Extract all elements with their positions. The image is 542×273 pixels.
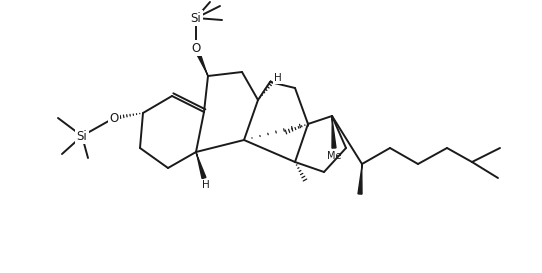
Text: Si: Si bbox=[191, 11, 202, 25]
Text: O: O bbox=[191, 41, 201, 55]
Text: O: O bbox=[109, 111, 119, 124]
Polygon shape bbox=[196, 152, 206, 179]
Text: Si: Si bbox=[76, 129, 87, 143]
Polygon shape bbox=[332, 116, 336, 148]
Polygon shape bbox=[358, 164, 362, 194]
Text: H: H bbox=[274, 73, 282, 83]
Polygon shape bbox=[194, 47, 208, 76]
Text: H: H bbox=[202, 180, 210, 190]
Text: Me: Me bbox=[327, 151, 341, 161]
